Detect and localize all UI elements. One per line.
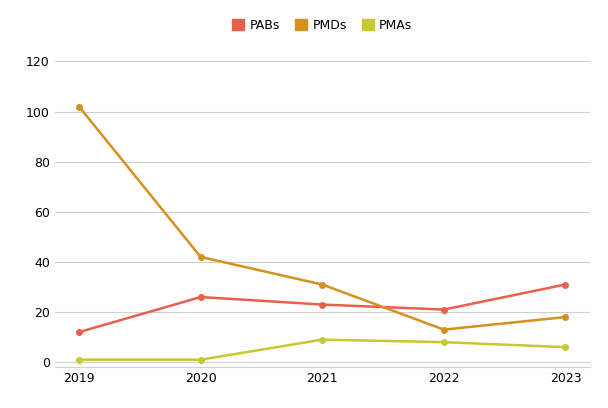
PMDs xyxy=(562,315,569,319)
PABs xyxy=(197,295,204,299)
PMAs xyxy=(319,337,326,342)
PMDs xyxy=(75,104,83,109)
Legend: PABs, PMDs, PMAs: PABs, PMDs, PMAs xyxy=(227,14,418,37)
Line: PMAs: PMAs xyxy=(76,337,568,362)
Line: PABs: PABs xyxy=(76,282,568,335)
PMDs xyxy=(440,327,447,332)
PMAs xyxy=(440,340,447,345)
PMDs xyxy=(197,255,204,259)
PABs xyxy=(75,330,83,335)
PMAs xyxy=(197,357,204,362)
PABs xyxy=(319,302,326,307)
PMAs xyxy=(75,357,83,362)
Line: PMDs: PMDs xyxy=(76,104,568,333)
PABs xyxy=(562,282,569,287)
PMAs xyxy=(562,345,569,350)
PMDs xyxy=(319,282,326,287)
PABs xyxy=(440,307,447,312)
